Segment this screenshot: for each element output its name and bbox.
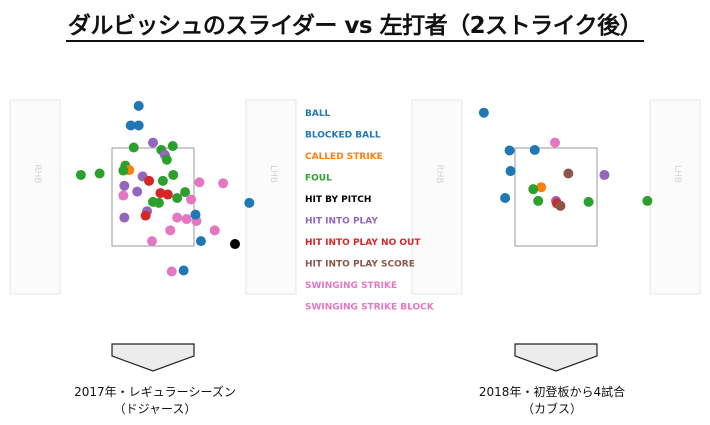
pitch-point-2017	[119, 180, 130, 191]
pitch-point-2018	[563, 168, 574, 179]
legend-item: HIT BY PITCH	[305, 195, 371, 205]
legend-item: HIT INTO PLAY NO OUT	[305, 238, 421, 248]
legend-item: BALL	[305, 109, 331, 119]
pitch-point-2017	[180, 187, 191, 198]
pitch-point-2017	[140, 210, 151, 221]
pitch-point-2017	[119, 212, 130, 223]
pitch-point-2017	[244, 197, 255, 208]
pitch-point-2017	[118, 165, 129, 176]
pitch-point-2017	[168, 169, 179, 180]
pitch-point-2017	[153, 197, 164, 208]
caption-2018: 2018年・初登板から4試合 （カブス）	[432, 384, 672, 418]
pitch-point-2017	[132, 186, 143, 197]
strike-zone-2018	[514, 147, 598, 247]
pitch-point-2017	[181, 214, 192, 225]
pitch-point-2017	[161, 154, 172, 165]
pitch-point-2018	[583, 196, 594, 207]
caption-2017-line2: （ドジャース）	[113, 402, 197, 416]
pitch-point-2017	[133, 120, 144, 131]
batter-box-rhb-2018-label: RHB	[434, 164, 444, 183]
pitch-point-2018	[536, 182, 547, 193]
pitch-point-2017	[157, 175, 168, 186]
batter-box-rhb-2017-label: RHB	[32, 164, 42, 183]
pitch-point-2018	[533, 195, 544, 206]
pitch-point-2017	[167, 141, 178, 152]
pitch-point-2017	[128, 142, 139, 153]
home-plate-2018	[514, 343, 598, 372]
legend-item: CALLED STRIKE	[305, 152, 383, 162]
legend-item: SWINGING STRIKE	[305, 281, 397, 291]
batter-box-lhb-2018	[649, 99, 701, 295]
pitch-point-2017	[230, 239, 240, 250]
home-plate-2017	[111, 343, 195, 372]
pitch-point-2017	[144, 175, 155, 186]
pitch-point-2018	[500, 192, 511, 203]
pitch-point-2018	[505, 166, 516, 177]
pitch-point-2018	[528, 184, 539, 195]
batter-box-rhb-2018	[411, 99, 463, 295]
pitch-point-2017	[209, 225, 220, 236]
pitch-point-2017	[155, 188, 166, 199]
pitch-point-2018	[642, 195, 653, 206]
pitch-point-2018	[478, 107, 489, 118]
pitch-point-2017	[218, 178, 229, 189]
pitch-point-2017	[118, 190, 129, 201]
caption-2017: 2017年・レギュラーシーズン （ドジャース）	[35, 384, 275, 418]
batter-box-lhb-2017-label: LHB	[268, 165, 278, 183]
pitch-point-2017	[194, 177, 205, 188]
pitch-point-2018	[555, 200, 566, 211]
legend-item: SWINGING STRIKE BLOCK	[305, 303, 435, 313]
pitch-point-2017	[162, 189, 173, 200]
caption-2017-line1: 2017年・レギュラーシーズン	[74, 385, 236, 399]
chart-title: ダルビッシュのスライダー vs 左打者（2ストライク後）	[0, 6, 710, 42]
batter-box-lhb-2018-label: LHB	[672, 165, 682, 183]
legend-item: BLOCKED BALL	[305, 131, 381, 141]
caption-2018-line1: 2018年・初登板から4試合	[478, 385, 626, 399]
pitch-point-2018	[550, 137, 561, 148]
pitch-point-2017	[165, 225, 176, 236]
pitch-point-2018	[529, 144, 540, 155]
pitch-point-2017	[178, 265, 189, 276]
pitch-point-2017	[125, 120, 136, 131]
pitch-point-2017	[186, 194, 197, 205]
caption-2018-line2: （カブス）	[521, 402, 582, 416]
legend-item: FOUL	[305, 174, 332, 184]
pitch-point-2017	[195, 236, 206, 247]
pitch-point-2017	[94, 168, 105, 179]
legend-item: HIT INTO PLAY SCORE	[305, 260, 415, 270]
legend-item: HIT INTO PLAY	[305, 217, 378, 227]
pitch-point-2017	[172, 192, 183, 203]
batter-box-lhb-2017	[245, 99, 297, 295]
pitch-point-2017	[166, 266, 177, 277]
pitch-point-2017	[133, 100, 144, 111]
pitch-point-2017	[172, 212, 183, 223]
pitch-point-2017	[190, 209, 201, 220]
pitch-point-2018	[599, 169, 610, 180]
batter-box-rhb-2017	[9, 99, 61, 295]
pitch-point-2017	[147, 236, 158, 247]
pitch-point-2018	[504, 145, 515, 156]
pitch-point-2017	[75, 169, 86, 180]
pitch-point-2017	[148, 137, 158, 148]
